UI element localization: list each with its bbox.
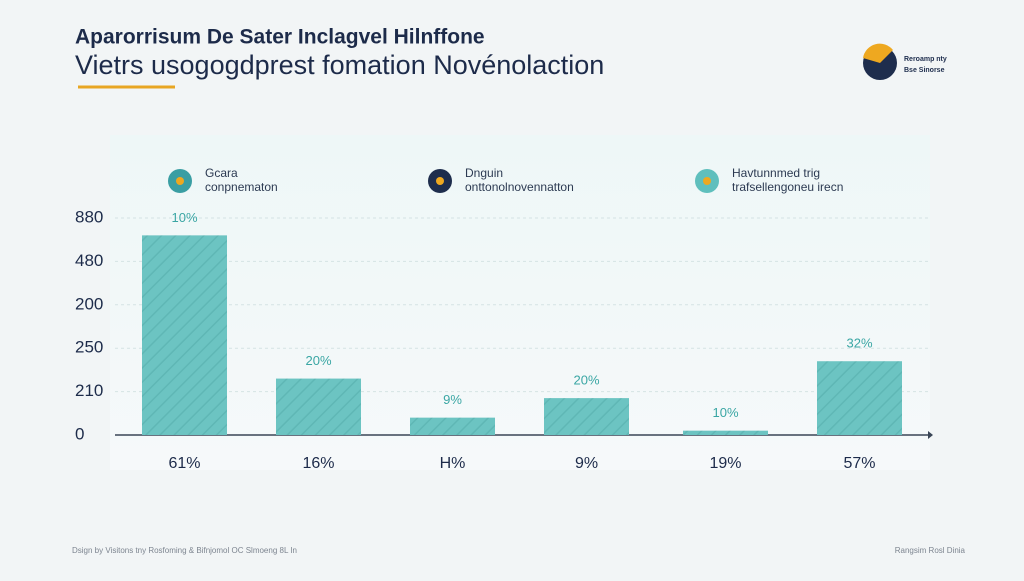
y-tick-label: 0 — [75, 424, 84, 443]
y-tick-label: 480 — [75, 251, 103, 270]
axis-arrow — [928, 431, 933, 439]
bar-label: 20% — [573, 373, 599, 388]
y-tick-label: 250 — [75, 338, 103, 357]
chart-title: Aparorrisum De Sater Inclagvel Hilnffone — [75, 26, 485, 49]
brand: Reroamp nty — [904, 56, 947, 63]
legend-icon-dot — [703, 177, 711, 185]
panel — [110, 135, 930, 470]
subtitle: Vietrs usogogdprest fomation Novénolacti… — [75, 50, 604, 80]
bar — [817, 361, 902, 435]
bar-label: 10% — [171, 210, 197, 225]
legend-detail: trafsellengoneu irecn — [732, 180, 843, 194]
logo-accent — [863, 43, 893, 63]
legend-detail: conpnematon — [205, 180, 278, 194]
legend-label: Havtunnmed trig — [732, 166, 820, 180]
bar — [544, 398, 629, 435]
legend-icon-dot — [176, 177, 184, 185]
bar — [683, 430, 768, 435]
y-tick-label: 880 — [75, 207, 103, 226]
bar — [142, 235, 227, 435]
bar — [276, 378, 361, 435]
x-tick-label: 57% — [843, 455, 875, 472]
bar-label: 10% — [712, 405, 738, 420]
y-tick-label: 200 — [75, 294, 103, 313]
y-tick-label: 210 — [75, 381, 103, 400]
x-tick-label: 19% — [709, 455, 741, 472]
x-tick-label: 9% — [575, 455, 598, 472]
x-tick-label: 61% — [168, 455, 200, 472]
legend-detail: onttonolnovennatton — [465, 180, 574, 194]
legend-label: Dnguin — [465, 166, 503, 180]
footer: Rangsim Rosl Dinia — [895, 546, 966, 555]
legend-icon-dot — [436, 177, 444, 185]
bar-label: 20% — [305, 353, 331, 368]
legend-label: Gcara — [205, 166, 238, 180]
bar-label: 32% — [846, 336, 872, 351]
brand: Bse Sinorse — [904, 67, 945, 74]
x-tick-label: H% — [440, 455, 466, 472]
footer: Dsign by Visitons tny Rosfoming & Bifnjo… — [72, 546, 297, 555]
bar-label: 9% — [443, 392, 462, 407]
x-tick-label: 16% — [302, 455, 334, 472]
bar — [410, 417, 495, 435]
